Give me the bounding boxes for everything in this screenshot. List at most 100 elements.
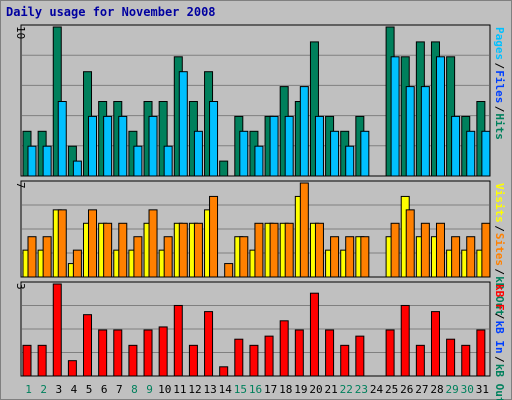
bar-files-day-13 xyxy=(209,101,219,177)
x-tick-label-day-1: 1 xyxy=(25,383,32,396)
bar-kb-f-day-10 xyxy=(158,326,168,377)
bar-kb-f-day-19 xyxy=(294,329,304,377)
bar-sites-day-14 xyxy=(224,263,234,278)
bar-files-day-5 xyxy=(88,115,98,177)
bar-files-day-4 xyxy=(72,160,82,177)
bar-kb-f-day-7 xyxy=(113,329,123,377)
bar-sites-day-10 xyxy=(163,236,173,278)
bar-kb-f-day-22 xyxy=(340,344,350,377)
legend-kb-in: kB In xyxy=(493,321,506,354)
bar-kb-f-day-8 xyxy=(128,344,138,377)
bar-files-day-7 xyxy=(118,115,128,177)
legend-kb-out: kB Out xyxy=(493,364,506,400)
bar-kb-f-day-17 xyxy=(264,335,274,377)
x-tick-label-day-16: 16 xyxy=(249,383,262,396)
x-tick-label-day-23: 23 xyxy=(355,383,368,396)
bar-sites-day-25 xyxy=(390,222,400,278)
bar-kb-f-day-9 xyxy=(143,329,153,377)
legend-visits: Visits xyxy=(493,183,506,223)
legend-kb-f: kB F xyxy=(493,284,506,311)
legend-sites: Sites xyxy=(493,233,506,266)
bar-files-day-15 xyxy=(239,130,249,177)
x-tick-label-day-17: 17 xyxy=(264,383,277,396)
y-max-label-middle: 7 xyxy=(14,182,27,189)
bar-kb-f-day-26 xyxy=(400,304,410,377)
bar-sites-day-1 xyxy=(27,236,37,278)
x-tick-label-day-25: 25 xyxy=(385,383,398,396)
bar-files-day-31 xyxy=(481,130,491,177)
legend-files: Files xyxy=(493,70,506,103)
bar-sites-day-16 xyxy=(254,222,264,278)
bar-kb-f-day-16 xyxy=(249,344,259,377)
x-tick-label-day-27: 27 xyxy=(415,383,428,396)
x-tick-label-day-4: 4 xyxy=(71,383,78,396)
bar-sites-day-31 xyxy=(481,222,491,278)
x-tick-label-day-26: 26 xyxy=(400,383,413,396)
bar-sites-day-13 xyxy=(209,195,219,278)
bar-kb-f-day-6 xyxy=(98,329,108,377)
x-tick-label-day-7: 7 xyxy=(116,383,123,396)
bar-files-day-16 xyxy=(254,145,264,177)
x-tick-label-day-5: 5 xyxy=(86,383,93,396)
bar-kb-f-day-15 xyxy=(234,338,244,377)
x-tick-label-day-8: 8 xyxy=(131,383,138,396)
x-tick-label-day-13: 13 xyxy=(203,383,216,396)
bar-sites-day-20 xyxy=(314,222,324,278)
x-tick-label-day-28: 28 xyxy=(430,383,443,396)
bar-kb-f-day-20 xyxy=(309,292,319,377)
bar-sites-day-27 xyxy=(420,222,430,278)
bar-files-day-29 xyxy=(451,115,461,177)
legend-kb-out: kB Out xyxy=(493,276,506,316)
x-tick-label-day-15: 15 xyxy=(234,383,247,396)
bar-kb-f-day-5 xyxy=(83,314,93,377)
bar-sites-day-3 xyxy=(57,209,67,278)
bar-files-day-19 xyxy=(299,86,309,177)
bar-files-day-1 xyxy=(27,145,37,177)
bar-kb-f-day-3 xyxy=(52,283,62,377)
bar-sites-day-7 xyxy=(118,222,128,278)
bar-files-day-21 xyxy=(330,130,340,177)
bar-files-day-8 xyxy=(133,145,143,177)
bar-sites-day-12 xyxy=(193,222,203,278)
bar-kb-f-day-30 xyxy=(461,344,471,377)
bar-files-day-11 xyxy=(178,71,188,177)
x-tick-label-day-6: 6 xyxy=(101,383,108,396)
legend-separator: / xyxy=(493,313,506,320)
bar-kb-f-day-13 xyxy=(204,311,214,377)
bar-kb-f-day-12 xyxy=(188,344,198,377)
x-tick-label-day-29: 29 xyxy=(446,383,459,396)
bar-sites-day-4 xyxy=(72,249,82,278)
bar-files-day-3 xyxy=(57,101,67,177)
bar-files-day-18 xyxy=(284,115,294,177)
bar-kb-f-day-31 xyxy=(476,329,486,377)
x-tick-label-day-22: 22 xyxy=(340,383,353,396)
bar-sites-day-15 xyxy=(239,236,249,278)
x-tick-label-day-11: 11 xyxy=(173,383,186,396)
bar-kb-f-day-4 xyxy=(67,360,77,377)
legend-separator: / xyxy=(493,106,506,113)
bar-kb-f-day-27 xyxy=(415,344,425,377)
legend-separator: / xyxy=(493,63,506,70)
x-tick-label-day-18: 18 xyxy=(279,383,292,396)
bar-files-day-30 xyxy=(466,130,476,177)
x-tick-label-day-2: 2 xyxy=(40,383,47,396)
bar-kb-f-day-28 xyxy=(430,311,440,377)
bar-sites-day-28 xyxy=(435,222,445,278)
bar-sites-day-30 xyxy=(466,236,476,278)
bar-hits-day-20 xyxy=(309,41,319,177)
legend-hits: Hits xyxy=(493,113,506,139)
legend-separator: / xyxy=(493,268,506,275)
bar-sites-day-6 xyxy=(103,222,113,278)
bar-files-day-6 xyxy=(103,115,113,177)
bar-sites-day-17 xyxy=(269,222,279,278)
bar-kb-f-day-2 xyxy=(37,344,47,377)
bar-sites-day-18 xyxy=(284,222,294,278)
bar-files-day-22 xyxy=(345,145,355,177)
x-tick-label-day-3: 3 xyxy=(56,383,63,396)
bar-files-day-27 xyxy=(420,86,430,177)
bar-files-day-26 xyxy=(405,86,415,177)
bar-kb-f-day-14 xyxy=(219,366,229,377)
bar-sites-day-2 xyxy=(42,236,52,278)
bar-kb-f-day-29 xyxy=(446,338,456,377)
bar-files-day-20 xyxy=(314,115,324,177)
